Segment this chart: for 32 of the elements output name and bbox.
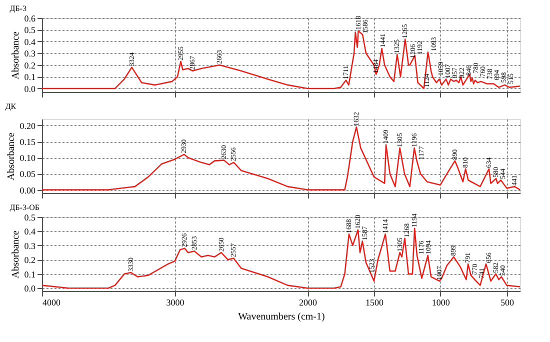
y-tick-label: 0.6 bbox=[24, 14, 36, 24]
y-axis-title: Absorbance bbox=[6, 132, 17, 180]
chart-title: ДБ-3 bbox=[10, 4, 26, 13]
x-axis-title: Wavenumbers (cm-1) bbox=[238, 312, 325, 322]
y-tick-label: 0.0 bbox=[24, 284, 36, 294]
x-tick-label: 3000 bbox=[166, 298, 185, 308]
y-tick-label: 0.4 bbox=[24, 36, 36, 47]
y-tick-label: 0.2 bbox=[24, 60, 36, 70]
y-tick-label: 0.00 bbox=[20, 185, 36, 196]
y-tick-label: 0.3 bbox=[24, 48, 36, 59]
y-tick-label: 0.5 bbox=[24, 25, 36, 36]
x-tick-label: 1500 bbox=[365, 298, 384, 308]
chart-title: ДБ-3-ОБ bbox=[10, 203, 40, 212]
y-axis-title: Absorbance bbox=[10, 31, 22, 80]
y-tick-label: 0.1 bbox=[24, 72, 36, 82]
y-tick-label: 0.3 bbox=[24, 240, 36, 251]
y-tick-label: 0.20 bbox=[20, 120, 36, 131]
y-tick-label: 0.4 bbox=[24, 226, 36, 237]
y-axis-title: Absorbance bbox=[10, 230, 22, 278]
x-tick-label: 2000 bbox=[299, 298, 318, 308]
x-tick-label: 4000 bbox=[42, 298, 61, 308]
y-tick-label: 0.5 bbox=[24, 212, 36, 222]
y-tick-label: 0.05 bbox=[20, 169, 36, 180]
y-tick-label: 0.2 bbox=[24, 255, 36, 266]
y-tick-label: 0.1 bbox=[24, 269, 36, 280]
line-series bbox=[42, 126, 520, 190]
chart-title: ДК bbox=[5, 102, 17, 112]
y-tick-label: 0.0 bbox=[24, 84, 36, 94]
y-tick-label: 0.10 bbox=[20, 153, 36, 164]
x-tick-label: 1000 bbox=[432, 298, 450, 308]
y-tick-label: 0.15 bbox=[20, 137, 36, 148]
x-tick-label: 500 bbox=[500, 298, 514, 308]
